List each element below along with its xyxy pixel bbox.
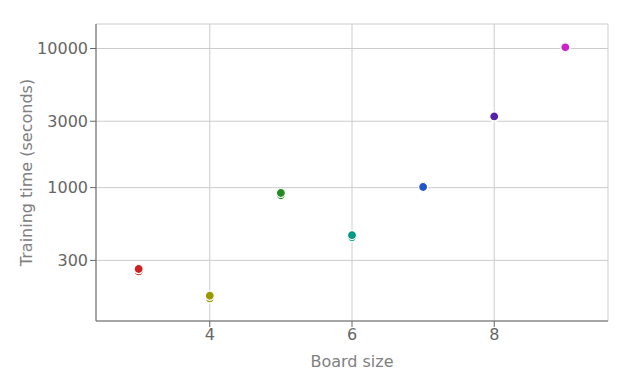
svg-text:Training time (seconds): Training time (seconds): [17, 79, 36, 267]
svg-text:1000: 1000: [47, 178, 88, 197]
svg-text:8: 8: [489, 325, 499, 344]
svg-text:6: 6: [347, 325, 357, 344]
svg-text:300: 300: [57, 251, 88, 270]
svg-text:4: 4: [205, 325, 215, 344]
svg-text:Board size: Board size: [310, 352, 393, 371]
svg-text:10000: 10000: [37, 39, 88, 58]
svg-text:3000: 3000: [47, 112, 88, 131]
